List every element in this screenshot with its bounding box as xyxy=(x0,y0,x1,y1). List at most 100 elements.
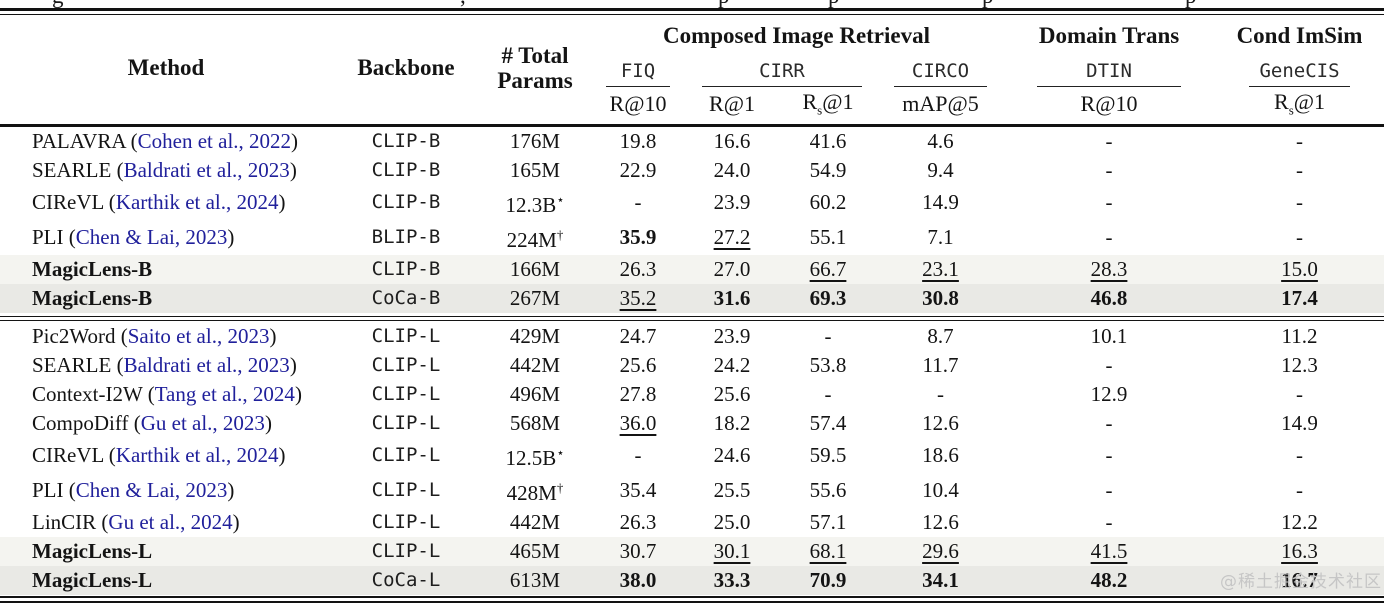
value-cell: - xyxy=(778,380,878,409)
metric-value: 35.4 xyxy=(619,478,657,502)
metric-value: 10.1 xyxy=(1090,324,1128,348)
citation-link[interactable]: Chen & Lai, 2023 xyxy=(75,225,228,249)
citation-link[interactable]: Cohen et al., 2022 xyxy=(137,129,292,153)
citation-link[interactable]: Saito et al., 2023 xyxy=(127,324,270,348)
value-cell: 30.1 xyxy=(686,537,778,566)
value-cell: 59.5 xyxy=(778,438,878,473)
value-cell: 34.1 xyxy=(878,566,1003,595)
value-cell: 27.8 xyxy=(590,380,686,409)
metric-value: 12.6 xyxy=(922,411,959,435)
value-cell: 11.7 xyxy=(878,351,1003,380)
citation-link[interactable]: Baldrati et al., 2023 xyxy=(123,353,290,377)
value-cell: 31.6 xyxy=(686,284,778,313)
metric-value: 16.3 xyxy=(1281,539,1318,563)
value-cell: - xyxy=(778,322,878,351)
table-row: MagicLens-L CoCa-L 613M 38.0 33.3 70.9 34.1 48.… xyxy=(0,566,1384,595)
params-cell: 613M xyxy=(509,568,561,592)
value-cell: 16.3 xyxy=(1215,537,1384,566)
metric-value: 19.8 xyxy=(619,129,657,153)
method-name: PALAVRA xyxy=(32,129,126,153)
value-cell: - xyxy=(1003,508,1215,537)
value-cell: 10.1 xyxy=(1003,322,1215,351)
results-table: Method Backbone # Total Params Composed … xyxy=(0,15,1384,595)
metric-genecis-rs1: Rs@1 xyxy=(1274,88,1326,118)
metric-value: 38.0 xyxy=(619,568,657,592)
table-row: LinCIR (Gu et al., 2024) CLIP-L 442M 26.3 25… xyxy=(0,508,1384,537)
value-cell: 7.1 xyxy=(878,220,1003,255)
method-cell: CompoDiff (Gu et al., 2023) xyxy=(32,411,272,435)
citation-link[interactable]: Karthik et al., 2024 xyxy=(115,443,279,467)
table-row: Pic2Word (Saito et al., 2023) CLIP-L 429M 2… xyxy=(0,322,1384,351)
metric-value: 25.0 xyxy=(713,510,751,534)
metric-value: 11.2 xyxy=(1281,324,1318,348)
value-cell: 23.1 xyxy=(878,255,1003,284)
header-group-row: Method Backbone # Total Params Composed … xyxy=(0,15,1384,92)
section-separator xyxy=(0,313,1384,322)
metric-value: - xyxy=(1105,443,1113,467)
metric-value: - xyxy=(1296,382,1304,406)
table-row: Context-I2W (Tang et al., 2024) CLIP-L 496… xyxy=(0,380,1384,409)
caption-fragment: p xyxy=(1185,0,1197,8)
method-cell: MagicLens-L xyxy=(0,537,332,566)
metric-value: 14.9 xyxy=(1281,411,1318,435)
value-cell: 30.7 xyxy=(590,537,686,566)
method-name: MagicLens-L xyxy=(32,539,153,563)
metric-value: 7.1 xyxy=(927,225,954,249)
method-cell: SEARLE (Baldrati et al., 2023) xyxy=(32,353,297,377)
col-header-backbone: Backbone xyxy=(357,55,455,81)
metric-value: 24.0 xyxy=(713,158,751,182)
method-name: MagicLens-L xyxy=(32,568,153,592)
metric-value: 22.9 xyxy=(619,158,657,182)
params-cell: 224M† xyxy=(506,227,564,252)
value-cell: 12.2 xyxy=(1215,508,1384,537)
citation-link[interactable]: Tang et al., 2024 xyxy=(154,382,295,406)
metric-value: 66.7 xyxy=(809,257,847,281)
metric-value: - xyxy=(937,382,944,406)
table-section-base-models: PALAVRA (Cohen et al., 2022) CLIP-B 176M 19… xyxy=(0,126,1384,313)
citation-link[interactable]: Baldrati et al., 2023 xyxy=(123,158,290,182)
metric-value: 16.6 xyxy=(713,129,751,153)
value-cell: - xyxy=(1215,473,1384,508)
method-cell: CIReVL (Karthik et al., 2024) xyxy=(32,443,286,467)
table-row: CompoDiff (Gu et al., 2023) CLIP-L 568M 36.… xyxy=(0,409,1384,438)
method-name: CompoDiff xyxy=(32,411,129,435)
value-cell: 18.2 xyxy=(686,409,778,438)
value-cell: 4.6 xyxy=(878,126,1003,157)
metric-value: 57.1 xyxy=(809,510,847,534)
method-name: Pic2Word xyxy=(32,324,116,348)
citation-link[interactable]: Karthik et al., 2024 xyxy=(115,190,279,214)
method-cell: MagicLens-L xyxy=(0,566,332,595)
metric-value: - xyxy=(1296,158,1304,182)
table-top-rule xyxy=(0,8,1384,15)
metric-value: 34.1 xyxy=(922,568,959,592)
value-cell: 54.9 xyxy=(778,156,878,185)
metric-value: 23.1 xyxy=(922,257,959,281)
value-cell: 26.3 xyxy=(590,508,686,537)
method-cell: LinCIR (Gu et al., 2024) xyxy=(32,510,240,534)
value-cell: - xyxy=(1003,185,1215,220)
metric-value: 17.4 xyxy=(1281,286,1318,310)
citation-link[interactable]: Chen & Lai, 2023 xyxy=(75,478,228,502)
metric-value: - xyxy=(1105,225,1113,249)
metric-value: 33.3 xyxy=(713,568,751,592)
dataset-circo: CIRCO xyxy=(878,51,1003,87)
backbone-cell: CLIP-L xyxy=(371,412,441,434)
metric-value: 28.3 xyxy=(1090,257,1128,281)
value-cell: 35.9 xyxy=(590,220,686,255)
value-cell: 15.0 xyxy=(1215,255,1384,284)
metric-value: - xyxy=(1105,158,1113,182)
value-cell: - xyxy=(1003,351,1215,380)
citation-link[interactable]: Gu et al., 2023 xyxy=(140,411,265,435)
metric-value: 53.8 xyxy=(809,353,847,377)
metric-value: - xyxy=(1296,478,1304,502)
value-cell: 8.7 xyxy=(878,322,1003,351)
value-cell: - xyxy=(1003,156,1215,185)
citation-link[interactable]: Gu et al., 2024 xyxy=(108,510,233,534)
table-row: CIReVL (Karthik et al., 2024) CLIP-B 12.3B… xyxy=(0,185,1384,220)
value-cell: - xyxy=(1215,185,1384,220)
metric-value: 9.4 xyxy=(927,158,954,182)
value-cell: 55.6 xyxy=(778,473,878,508)
method-name: MagicLens-B xyxy=(32,257,153,281)
params-cell: 176M xyxy=(509,129,561,153)
backbone-cell: CLIP-L xyxy=(371,540,441,562)
